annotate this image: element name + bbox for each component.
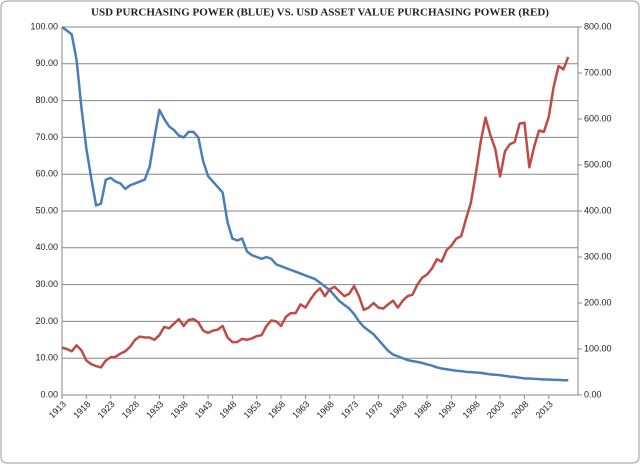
y-tick-label: 80.00 — [35, 95, 58, 105]
y-tick-label: 30.00 — [35, 279, 58, 289]
y2-tick-label: 500.00 — [584, 159, 612, 169]
y2-tick-label: 600.00 — [584, 113, 612, 123]
y-tick-label: 40.00 — [35, 242, 58, 252]
y2-tick-label: 200.00 — [584, 297, 612, 307]
series-line — [61, 26, 569, 382]
y-tick-label: 10.00 — [35, 353, 58, 363]
y-tick-label: 20.00 — [35, 316, 58, 326]
y2-tick-label: 0.00 — [584, 389, 602, 399]
y-tick-label: 60.00 — [35, 169, 58, 179]
y2-tick-label: 100.00 — [584, 343, 612, 353]
y2-tick-label: 800.00 — [584, 21, 612, 31]
y2-tick-label: 700.00 — [584, 67, 612, 77]
y-tick-label: 70.00 — [35, 132, 58, 142]
y2-tick-label: 400.00 — [584, 205, 612, 215]
series-line — [61, 56, 570, 369]
y-tick-label: 100.00 — [30, 21, 58, 31]
chart-title: USD PURCHASING POWER (BLUE) VS. USD ASSE… — [91, 7, 549, 19]
y-tick-label: 0.00 — [40, 389, 58, 399]
y2-tick-label: 300.00 — [584, 251, 612, 261]
y-tick-label: 50.00 — [35, 205, 58, 215]
y-tick-label: 90.00 — [35, 58, 58, 68]
